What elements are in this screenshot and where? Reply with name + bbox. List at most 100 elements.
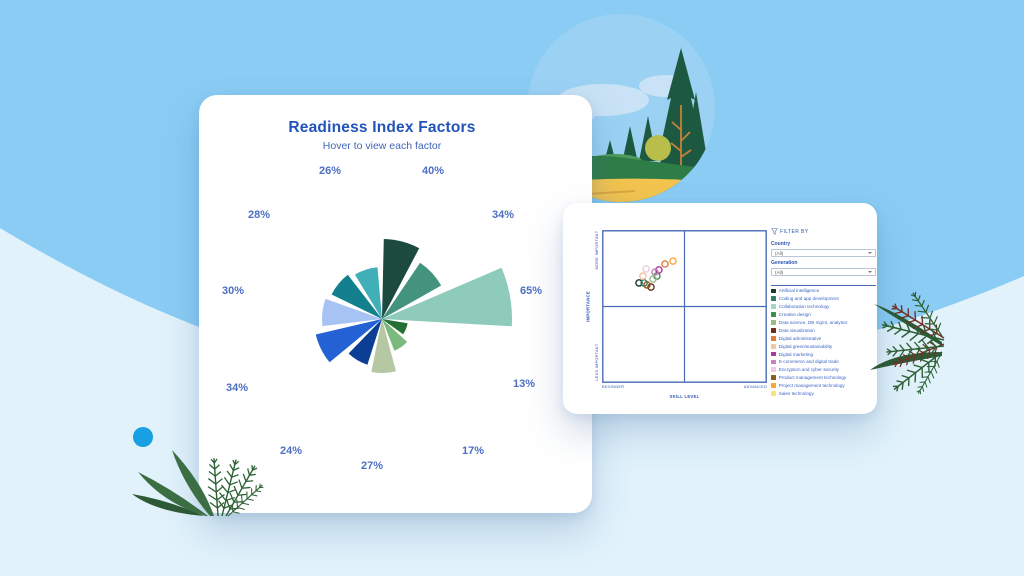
legend-label: Encryption and cyber security <box>778 367 840 373</box>
rose-percentage-label: 24% <box>279 445 303 457</box>
card-title: Readiness Index Factors <box>288 119 476 136</box>
filter-panel: FILTER BY Country (All) Generation (All) <box>771 228 876 276</box>
x-axis-left-label: BEGINNER <box>602 385 625 389</box>
scatter-point[interactable] <box>643 281 651 289</box>
legend-label: Project management technology <box>778 383 845 389</box>
legend-label: Digital administrative <box>778 335 822 341</box>
rose-wedge[interactable] <box>382 319 408 351</box>
y-axis-bottom-label: LESS IMPORTANT <box>595 343 599 381</box>
rose-percentage-label: 26% <box>318 165 342 177</box>
legend-item[interactable]: Digital administrative <box>771 334 876 342</box>
legend-swatch <box>771 359 776 365</box>
legend-swatch <box>771 375 776 381</box>
chevron-down-icon <box>868 252 872 254</box>
tree-trunk <box>670 105 692 166</box>
legend-swatch <box>771 320 776 325</box>
y-axis-top-label: MORE IMPORTANT <box>595 230 599 270</box>
chevron-down-icon <box>868 271 872 273</box>
rose-wedge[interactable] <box>331 274 382 319</box>
legend-swatch <box>771 383 776 389</box>
legend-swatch <box>771 351 776 357</box>
country-dropdown[interactable]: (All) <box>771 249 876 257</box>
legend-item[interactable]: Encryption and cyber security <box>771 366 876 374</box>
scatter-point[interactable] <box>655 266 663 274</box>
legend-label: Artificial intelligence <box>778 288 820 294</box>
pine-tree <box>622 126 638 163</box>
rose-percentage-label: 13% <box>512 378 536 390</box>
scatter-point[interactable] <box>635 279 643 287</box>
rose-percentage-label: 40% <box>421 165 445 177</box>
rose-wedge[interactable] <box>321 298 382 327</box>
rose-percentage-label: 30% <box>221 285 245 297</box>
legend-item[interactable]: Artificial intelligence <box>771 287 876 295</box>
x-axis-right-label: ADVANCED <box>743 385 767 389</box>
filter-by-label: FILTER BY <box>780 228 809 235</box>
legend-label: Coding and app development <box>778 296 839 302</box>
decorative-blue-dot <box>133 427 153 447</box>
legend-label: Digital marketing <box>778 351 814 357</box>
scatter-point[interactable] <box>651 268 659 276</box>
legend-separator <box>771 285 876 286</box>
legend-item[interactable]: Sales technology <box>771 390 876 398</box>
legend-item[interactable]: Digital green/sustainability <box>771 342 876 350</box>
legend-label: Data visualization <box>778 327 815 333</box>
rose-percentage-label: 27% <box>360 460 384 472</box>
skill-importance-card: MORE IMPORTANT LESS IMPORTANT IMPORTANCE… <box>563 203 877 414</box>
legend-swatch <box>771 312 776 318</box>
rose-wedge[interactable] <box>348 319 382 365</box>
rose-wedge[interactable] <box>382 239 420 319</box>
quadrant-plot <box>602 230 767 383</box>
rose-percentage-label: 34% <box>491 209 515 221</box>
legend-item[interactable]: Project management technology <box>771 382 876 390</box>
legend-item[interactable]: E-commerce and digital trade <box>771 358 876 366</box>
legend-label: Collaboration technology <box>778 304 830 310</box>
scatter-point[interactable] <box>661 260 669 268</box>
scatter-point[interactable] <box>639 272 647 280</box>
rose-wedge[interactable] <box>382 319 408 335</box>
readiness-index-card: Readiness Index Factors Hover to view ea… <box>199 95 592 513</box>
legend-item[interactable]: Collaboration technology <box>771 303 876 311</box>
fern-right <box>870 288 948 398</box>
legend-swatch <box>771 335 776 341</box>
legend-label: Creative design <box>778 312 811 318</box>
y-axis-title: IMPORTANCE <box>585 291 591 322</box>
rose-wedge[interactable] <box>315 319 382 363</box>
legend-swatch <box>771 296 776 302</box>
card-subtitle: Hover to view each factor <box>322 140 442 152</box>
legend-item[interactable]: Data science, DB mgmt, analytics <box>771 319 876 327</box>
generation-filter-label: Generation <box>771 260 798 266</box>
generation-dropdown[interactable]: (All) <box>771 268 876 276</box>
rose-percentage-label: 28% <box>247 209 271 221</box>
legend-label: Sales technology <box>778 391 814 397</box>
country-filter-label: Country <box>771 241 791 247</box>
rose-wedge[interactable] <box>382 262 442 319</box>
legend-label: Data science, DB mgmt, analytics <box>778 320 848 325</box>
legend-item[interactable]: Data visualization <box>771 326 876 334</box>
rose-wedge[interactable] <box>382 267 513 327</box>
legend-label: Product management technology <box>778 375 847 381</box>
scatter-point[interactable] <box>647 283 655 291</box>
legend-item[interactable]: Product management technology <box>771 374 876 382</box>
legend-swatch <box>771 391 776 396</box>
scatter-point[interactable] <box>669 257 677 265</box>
legend-item[interactable]: Coding and app development <box>771 295 876 303</box>
legend-swatch <box>771 304 776 310</box>
legend-swatch <box>771 288 776 294</box>
category-legend: Artificial intelligence Coding and app de… <box>771 287 876 397</box>
rose-chart <box>315 239 513 374</box>
rose-wedge[interactable] <box>371 319 396 374</box>
legend-item[interactable]: Digital marketing <box>771 350 876 358</box>
rose-percentage-label: 34% <box>225 382 249 394</box>
country-dropdown-value: (All) <box>775 250 784 256</box>
legend-swatch <box>771 328 776 333</box>
rose-wedge[interactable] <box>354 267 382 319</box>
scatter-point[interactable] <box>649 275 657 283</box>
legend-item[interactable]: Creative design <box>771 311 876 319</box>
legend-label: Digital green/sustainability <box>778 343 833 349</box>
scatter-point[interactable] <box>642 265 650 273</box>
generation-dropdown-value: (All) <box>775 269 784 275</box>
funnel-icon <box>771 228 778 235</box>
legend-swatch <box>771 343 776 349</box>
legend-label: E-commerce and digital trade <box>778 359 839 365</box>
